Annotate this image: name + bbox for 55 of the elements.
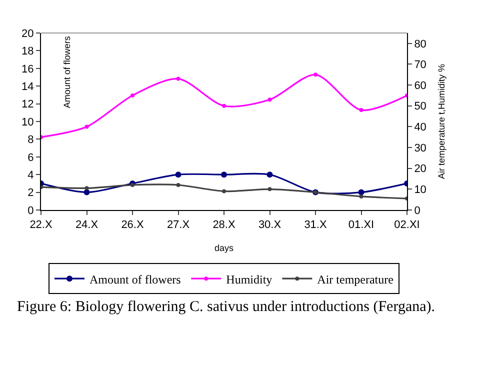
point — [176, 76, 180, 81]
y2-tick-label: 0 — [414, 204, 420, 217]
point — [359, 194, 364, 198]
y-tick-label: 4 — [28, 169, 34, 182]
x-tick-label: 22.X — [30, 219, 53, 232]
point — [359, 108, 364, 112]
point — [175, 172, 182, 178]
y2-tick-label: 60 — [414, 80, 426, 92]
y-tick-label: 0 — [28, 204, 34, 217]
y-tick-label: 12 — [22, 98, 34, 111]
line-series — [41, 72, 407, 140]
point — [130, 183, 134, 188]
point — [84, 124, 89, 129]
y-tick-label: 16 — [22, 63, 34, 76]
legend-label: Humidity — [226, 272, 272, 286]
x-tick-label: 27.X — [166, 219, 190, 232]
point — [268, 187, 272, 192]
y2-tick-label: 10 — [414, 184, 426, 196]
point — [130, 93, 134, 98]
y2-tick-label: 50 — [414, 100, 426, 113]
point — [268, 98, 272, 102]
y-tick-label: 14 — [22, 80, 34, 93]
y-axis-title: Amount of flowers — [62, 36, 72, 108]
caption: Figure 6: Biology flowering C. sativus under introductions (Fergana). — [17, 299, 436, 315]
y2-tick-label: 30 — [414, 142, 426, 154]
point — [358, 189, 364, 196]
legend-label: Amount of flowers — [90, 272, 182, 286]
point — [266, 172, 273, 178]
y-tick-label: 2 — [28, 187, 34, 200]
x-tick-label: 28.X — [212, 219, 236, 232]
y-tick-label: 10 — [22, 116, 34, 128]
x-tick-label: 30.X — [258, 219, 282, 232]
point — [84, 189, 90, 196]
x-tick-label: 24.X — [75, 219, 99, 232]
point — [221, 172, 227, 178]
x-tick-label: 02.XI — [394, 219, 420, 232]
y-tick-label: 20 — [22, 28, 34, 40]
y-tick-label: 8 — [28, 134, 34, 146]
y-tick-label: 6 — [28, 152, 34, 164]
y-tick-label: 18 — [22, 46, 34, 58]
x-tick-label: 31.X — [304, 219, 328, 232]
point — [84, 186, 89, 190]
y2-tick-label: 80 — [414, 38, 426, 50]
point — [222, 189, 226, 194]
legend-label: Air temperature — [317, 272, 394, 286]
x-tick-label: 26.X — [121, 219, 144, 232]
y2-tick-label: 40 — [414, 122, 426, 134]
point — [176, 183, 180, 188]
y2-tick-label: 20 — [414, 163, 426, 176]
y2-axis-title: Air temperature t,Humidity % — [436, 64, 446, 180]
point — [222, 104, 226, 108]
point — [314, 72, 318, 77]
y2-tick-label: 70 — [414, 59, 426, 72]
x-axis-title: days — [214, 243, 234, 253]
x-tick-label: 01.XI — [348, 219, 374, 232]
